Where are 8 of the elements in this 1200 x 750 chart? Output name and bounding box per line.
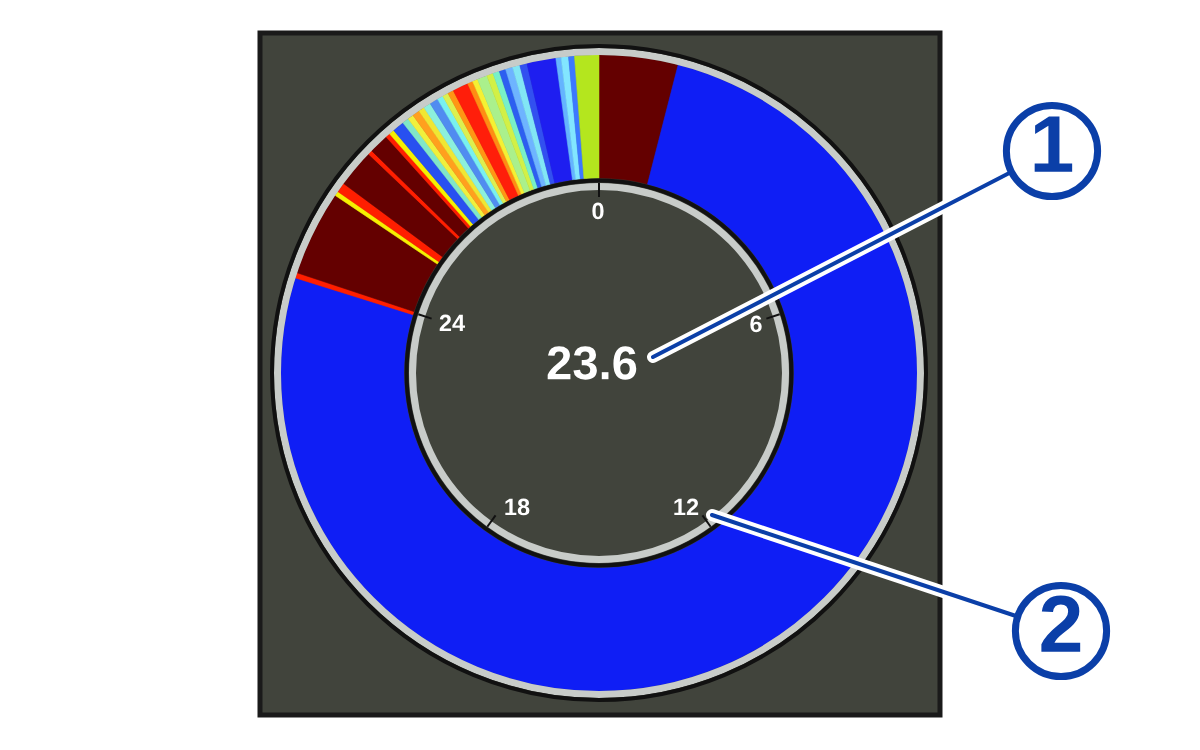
text: 24 [439, 314, 466, 332]
text: 18 [505, 498, 530, 516]
text: 23.6 [547, 346, 637, 380]
text: 6 [750, 315, 762, 333]
text: 12 [674, 498, 699, 516]
text: 2 [1041, 595, 1081, 652]
text: 1 [1034, 116, 1073, 172]
text: 0 [592, 202, 604, 220]
